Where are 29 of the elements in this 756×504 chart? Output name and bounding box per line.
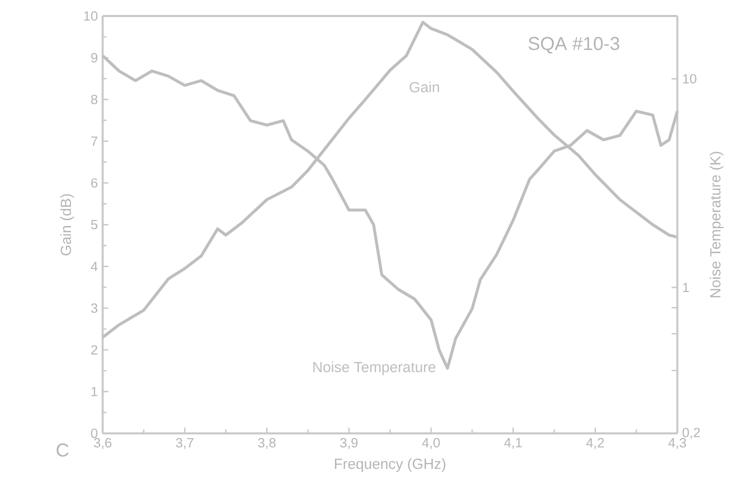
y2-tick-label: 0,2 [682, 428, 700, 439]
x-tick-label: 4,3 [668, 438, 686, 450]
y-tick-label: 5 [91, 220, 98, 230]
y2-tick-label: 10 [683, 74, 696, 84]
annotation: SQA #10-3 [528, 36, 620, 54]
y-tick-label: 7 [91, 136, 98, 146]
y-tick-label: 1 [92, 387, 98, 396]
x-tick-label: 4,1 [504, 438, 522, 449]
x-tick-label: 3,8 [258, 438, 276, 450]
x-tick-label: 3,9 [340, 438, 358, 450]
x-tick-label: 3,7 [176, 438, 194, 450]
x-tick-label: 3,6 [94, 438, 112, 450]
x-tick-label: 4,2 [586, 438, 604, 450]
y-tick-label: 3 [91, 303, 98, 313]
series-label: Noise Temperature [313, 361, 436, 376]
y-tick-label: 9 [91, 53, 98, 62]
y-tick-label: 2 [91, 345, 98, 355]
x-axis-title: Frequency (GHz) [334, 458, 446, 472]
series-label: Gain [410, 82, 440, 92]
y-tick-label: 8 [91, 94, 98, 104]
y-tick-label: 0 [91, 428, 98, 438]
text: C [56, 443, 69, 457]
y-axis-title: Gain (dB) [60, 194, 74, 256]
y-tick-label: 4 [90, 262, 98, 271]
x-tick-label: 4,0 [422, 438, 440, 450]
y-tick-label: 10 [84, 11, 98, 21]
y-tick-label: 6 [91, 178, 98, 188]
y2-axis-title: Noise Temperature (K) [710, 152, 724, 298]
y2-tick-label: 1 [683, 282, 689, 292]
